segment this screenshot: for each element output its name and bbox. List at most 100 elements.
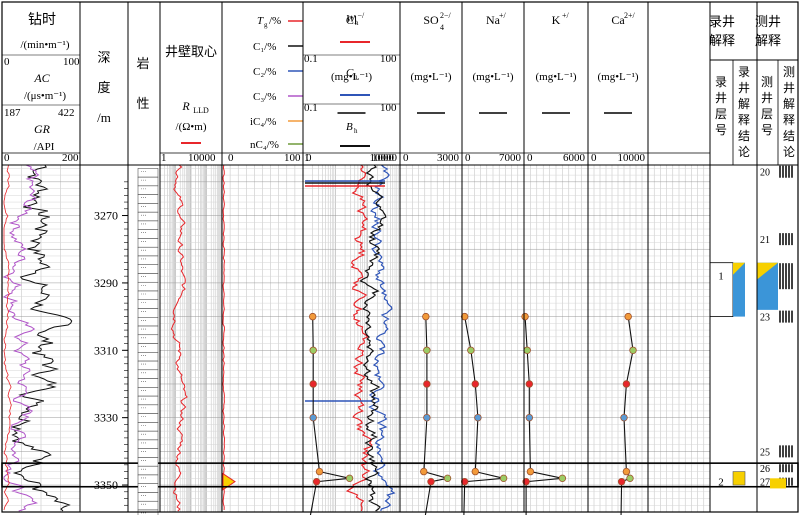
ion-point-K: [526, 467, 535, 476]
gas-max: 100: [284, 152, 301, 164]
ac-max: 422: [58, 107, 75, 119]
depth-label: 3310: [94, 343, 118, 357]
depth-label: 3350: [94, 478, 118, 492]
welllog-layer-20: 20: [760, 168, 770, 179]
c2-label: C₂/%: [253, 66, 276, 78]
lithology-block: [137, 492, 159, 502]
ion-unit: (mg•L⁻¹): [410, 71, 451, 83]
bh-sub: h: [354, 127, 358, 135]
ion-point-Cl: [315, 467, 324, 476]
ion-sup: 2+/: [624, 11, 636, 20]
mudlog-conclusion-header: 论: [738, 145, 750, 159]
lithology-block: [137, 290, 159, 301]
ion-point-Cl: [312, 477, 321, 486]
ac-unit: /(μs•m⁻¹): [24, 90, 66, 102]
header-lithology: 岩 性: [136, 56, 149, 111]
wh-label: W: [346, 13, 356, 25]
mudlog-conclusion-header: 井: [738, 81, 750, 95]
lithology-block: [137, 325, 159, 336]
welllog-title-2: 解释: [755, 33, 781, 48]
ion-series-Cl: [309, 316, 350, 515]
bh-label: B: [346, 121, 353, 133]
ac-min: 187: [4, 107, 21, 119]
lithology-block: [137, 299, 159, 309]
welllog-layer-header: 号: [761, 123, 773, 137]
lithology-block: [137, 343, 159, 353]
lithology-block: [137, 317, 159, 327]
ion-min: 0: [403, 152, 409, 164]
lithology-block: [137, 457, 159, 467]
welllog-conclusion-header: 解: [783, 97, 795, 111]
lithology-block: [137, 176, 159, 187]
ion-point-SO4: [423, 413, 431, 422]
ion-max: 10000: [618, 152, 646, 164]
lith-title-2: 性: [136, 96, 149, 111]
depth-unit: /m: [97, 110, 111, 125]
lithology-block: [137, 378, 159, 388]
ion-name-Ca: Ca: [611, 13, 625, 27]
mudlog-layer-header: 井: [715, 91, 727, 105]
rlld-sub: LLD: [193, 106, 209, 115]
ch-label: C: [346, 67, 354, 79]
lithology-block: [137, 255, 159, 265]
lithology-block: [137, 308, 159, 318]
welllog-layer-27-fill: [770, 478, 786, 489]
ion-series-K: [524, 316, 563, 515]
welllog-layer-header: 井: [761, 91, 773, 105]
welllog-layer-23: 23: [760, 313, 770, 324]
ion-point-Na: [460, 312, 469, 321]
ion-point-Cl: [309, 380, 317, 388]
depth-label: 3290: [94, 276, 118, 290]
lithology-block: [137, 483, 159, 493]
ch-max: 100: [380, 102, 397, 114]
mudlog-conclusion-header: 解: [738, 97, 750, 111]
depth-label: 3270: [94, 209, 118, 223]
ion-max: 3000: [437, 152, 460, 164]
ac-curve: [2, 164, 40, 512]
bh-max: 1000: [372, 152, 395, 164]
welllog-conclusion-header: 结: [783, 129, 795, 143]
ion-point-Ca: [617, 477, 626, 486]
ch-sub: h: [354, 73, 358, 81]
mudlog-layer-1: 1: [718, 271, 724, 283]
ion-point-Na: [474, 413, 482, 422]
ion-sup: 2−/: [440, 11, 452, 20]
header-gas: T g /% C₁/% C₂/% C₃/% iC₄/% nC₄/% 0 100: [228, 15, 303, 164]
welllog-conclusion-header: 测: [783, 65, 795, 79]
depth-label: 3330: [94, 411, 118, 425]
ion-point-Ca: [624, 312, 632, 321]
gr-min: 0: [4, 152, 10, 164]
ion-point-SO4: [422, 312, 430, 321]
header-drill-track: 钻时 /(min•m⁻¹) 0 100 AC /(μs•m⁻¹) 187 422…: [4, 12, 80, 164]
lithology-block: [137, 264, 159, 274]
ion-point-Ca: [622, 380, 631, 388]
lithology-block: [137, 369, 159, 379]
welllog-layer-21: 21: [760, 235, 770, 246]
ion-point-K: [523, 346, 531, 354]
welllog-layer-27: 27: [760, 478, 770, 489]
ion-sup: +/: [562, 11, 570, 20]
sidewall-title: 井壁取心: [165, 44, 217, 59]
ac-title: AC: [33, 71, 50, 85]
mudlog-title-2: 解释: [709, 33, 735, 48]
ion-unit: (mg•L⁻¹): [331, 71, 372, 83]
mudlog-conclusion-header: 释: [738, 113, 750, 127]
ion-point-SO4: [423, 346, 431, 354]
mudlog-layer-header: 号: [715, 123, 727, 137]
lithology-block: [137, 430, 159, 441]
ion-point-Na: [467, 346, 475, 354]
lithology-block: [137, 465, 159, 476]
ion-name-K: K: [552, 13, 561, 27]
ion-point-Cl: [309, 312, 317, 321]
lithology-block: [137, 500, 159, 511]
ion-sub: 4: [440, 23, 444, 32]
lithology-block: [137, 352, 159, 362]
depth-title-1: 深: [97, 50, 110, 65]
lithology-block: [137, 194, 159, 204]
mudlog-conclusion-header: 录: [738, 65, 750, 79]
gr-title: GR: [34, 122, 51, 136]
ion-point-SO4: [443, 474, 452, 483]
mudlog-conclusion-2: [732, 471, 746, 486]
ion-min: 0: [527, 152, 533, 164]
ion-point-Cl: [309, 346, 317, 354]
